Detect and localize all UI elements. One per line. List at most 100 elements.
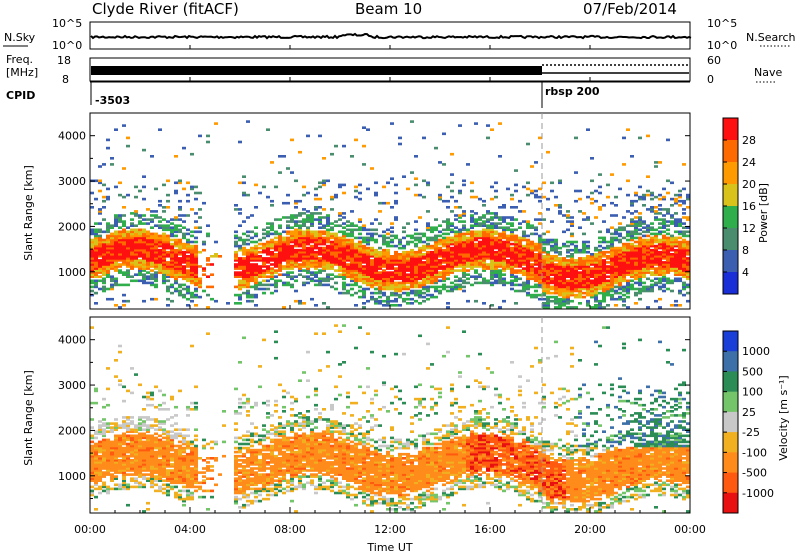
power-cell [542, 250, 546, 254]
power-cell [318, 181, 322, 185]
power-cell [110, 246, 114, 250]
power-cell [118, 220, 122, 223]
power-cell [450, 224, 454, 227]
power-cell [154, 255, 158, 258]
power-cell [162, 246, 166, 250]
power-cell [102, 279, 106, 283]
power-cell [490, 277, 494, 281]
power-cell [550, 261, 554, 264]
velocity-cell [134, 479, 138, 482]
power-cell [466, 273, 470, 276]
power-cell [190, 267, 194, 270]
power-cell [674, 273, 678, 276]
power-cell [518, 199, 522, 203]
power-cell [394, 269, 398, 272]
y-tick-label: 1000 [58, 266, 86, 279]
power-cell [194, 271, 198, 274]
power-cell [674, 265, 678, 268]
power-cell [178, 179, 182, 183]
power-cell [666, 277, 670, 281]
power-cell [574, 263, 578, 266]
power-cell [618, 291, 622, 295]
power-cell [530, 269, 534, 272]
power-cell [294, 255, 298, 258]
power-cell [294, 242, 298, 246]
power-cell [362, 293, 366, 297]
power-cell [122, 220, 126, 223]
power-cell [498, 257, 502, 260]
power-cell [122, 257, 126, 260]
power-cell [542, 302, 546, 305]
power-cell [462, 244, 466, 248]
power-cell [314, 250, 318, 254]
power-cell [650, 222, 654, 225]
power-cell [586, 216, 590, 219]
power-cell [486, 212, 490, 215]
power-cell [294, 224, 298, 227]
power-cell [258, 267, 262, 270]
power-cell [270, 204, 274, 207]
power-cell [506, 236, 510, 240]
power-cell [522, 238, 526, 242]
power-cell [186, 285, 190, 289]
power-cell [586, 279, 590, 283]
power-cell [394, 244, 398, 248]
power-cell [142, 257, 146, 260]
power-cell [422, 253, 426, 256]
power-cell [558, 210, 562, 213]
power-cell [198, 230, 202, 234]
power-cell [338, 212, 342, 215]
power-cell [582, 265, 586, 268]
power-cell [374, 273, 378, 276]
power-cell [122, 124, 126, 127]
power-cell [350, 238, 354, 242]
power-cell [346, 289, 350, 293]
power-cell [194, 289, 198, 293]
power-cell [438, 253, 442, 256]
velocity-cell [118, 438, 122, 442]
power-cell [142, 279, 146, 283]
power-cell [286, 255, 290, 258]
power-cell [446, 273, 450, 276]
power-cell [294, 275, 298, 278]
power-cell [318, 269, 322, 272]
power-cell [590, 179, 594, 183]
power-cell [182, 271, 186, 274]
power-cell [326, 273, 330, 276]
power-cell [526, 248, 530, 252]
power-cell [478, 273, 482, 276]
velocity-cell [98, 461, 102, 464]
power-cell [422, 248, 426, 252]
power-cell [434, 146, 438, 150]
power-cell [582, 291, 586, 295]
power-cell [542, 218, 546, 221]
power-cell [682, 246, 686, 250]
velocity-cell [98, 479, 102, 482]
power-cell [630, 220, 634, 223]
velocity-cell [170, 471, 174, 474]
power-ylabel: Slant Range [km] [22, 165, 35, 261]
velocity-cell [114, 448, 118, 452]
power-cell [398, 253, 402, 256]
power-cell [238, 257, 242, 260]
power-cell [266, 267, 270, 270]
power-cell [642, 234, 646, 238]
power-cell [642, 289, 646, 293]
power-cell [482, 232, 486, 236]
power-cell [342, 277, 346, 281]
power-cell [90, 240, 94, 244]
power-cell [370, 279, 374, 283]
power-cell [478, 250, 482, 254]
power-cell [166, 179, 170, 183]
power-cell [262, 228, 266, 232]
power-cell [578, 248, 582, 252]
velocity-cell [118, 436, 122, 440]
power-cell [398, 283, 402, 287]
power-cell [526, 224, 530, 227]
power-cell [598, 185, 602, 189]
velocity-cell [94, 508, 98, 511]
power-cell [110, 257, 114, 260]
power-cell [422, 255, 426, 258]
power-cell [594, 257, 598, 260]
power-cell [554, 287, 558, 291]
